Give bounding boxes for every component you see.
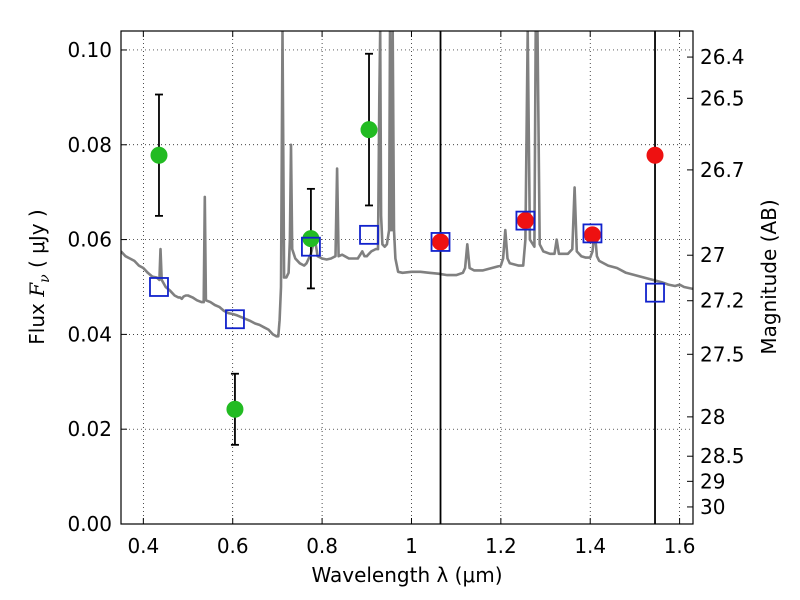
y-axis-label-suffix: ( μJy ) [25,209,49,274]
y-tick-label: 0.06 [67,228,112,252]
x-tick-label: 1.2 [485,534,517,558]
magnitude-tick-label: 29 [700,469,725,493]
data-point-square [430,232,451,252]
y-tick-label: 0.04 [67,322,112,346]
magnitude-tick-label: 30 [700,495,725,519]
data-point-circle [150,146,168,164]
data-point-square [225,309,245,330]
data-point-circle [516,212,534,230]
data-point-circle [432,233,450,251]
magnitude-tick-label: 27 [700,243,725,267]
x-axis-label: Wavelength λ (μm) [311,563,502,587]
data-point-square [515,210,536,231]
vertical-marker-lines [439,31,656,524]
x-tick-label: 1 [405,534,418,558]
data-point-square [359,224,379,245]
y-tick-label: 0.10 [67,38,112,62]
y-axis-label: Flux Fν ( μJy ) [25,209,53,344]
y-axis-label-symbol: F [25,282,49,298]
data-point-square [582,223,603,244]
x-tick-label: 0.4 [127,534,159,558]
data-point-circle [226,400,244,418]
y-tick-label: 0.00 [67,512,112,536]
plot-frame [120,30,694,525]
spectrum-line [121,31,693,338]
magnitude-tick-label: 26.7 [700,158,745,182]
data-point-square [645,282,665,303]
axis-ticks: 0.4 0.6 0.8 1 1.2 1.4 1.6 0.00 0.02 0.04 0.06 0.08 0… [67,31,745,558]
magnitude-tick-label: 27.2 [700,289,745,313]
right-axis-label: Magnitude (AB) [757,199,781,354]
magnitude-tick-label: 26.4 [700,45,745,69]
magnitude-tick-label: 26.5 [700,86,745,110]
data-marks [149,52,665,446]
x-tick-label: 1.4 [574,534,606,558]
data-point-circle [646,146,664,164]
x-tick-label: 1.6 [664,534,696,558]
magnitude-tick-label: 28 [700,405,725,429]
y-axis-label-subscript: ν [37,274,53,283]
magnitude-tick-label: 28.5 [700,444,745,468]
magnitude-tick-label: 27.5 [700,342,745,366]
data-point-square [301,236,321,257]
data-point-circle [302,230,320,248]
y-axis-label-prefix: Flux [25,297,49,345]
x-tick-label: 0.6 [217,534,249,558]
y-tick-label: 0.08 [67,133,112,157]
y-tick-label: 0.02 [67,417,112,441]
data-point-circle [360,121,378,139]
data-point-circle [583,226,601,244]
data-point-square [149,277,169,297]
x-tick-label: 0.8 [306,534,338,558]
spectrum-layer [121,31,693,338]
